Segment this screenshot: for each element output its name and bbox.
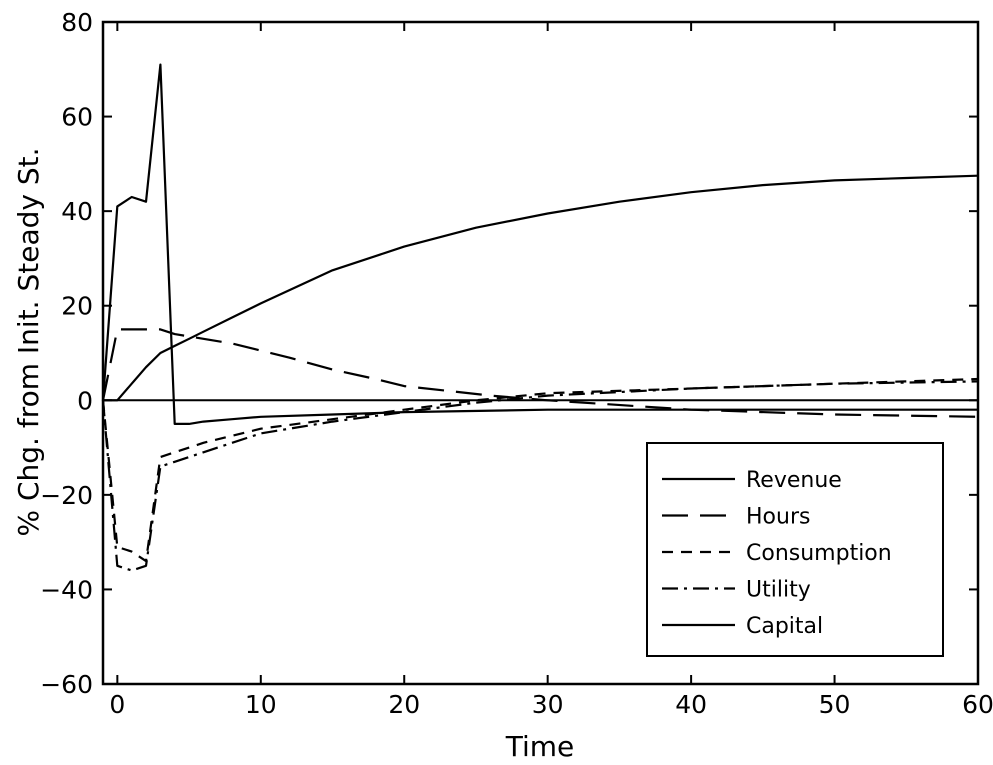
legend-label-hours: Hours [746, 505, 810, 530]
series-line-revenue [101, 63, 978, 425]
x-tick-label: 20 [388, 690, 420, 719]
x-tick-label: 40 [675, 690, 707, 719]
legend-label-capital: Capital [746, 614, 823, 639]
series-layer [101, 63, 979, 572]
y-tick-label: 0 [77, 386, 93, 415]
legend-label-revenue: Revenue [746, 468, 842, 493]
series-line-utility [101, 380, 979, 572]
y-tick-label: 60 [61, 103, 93, 132]
y-tick-label: 80 [61, 8, 93, 37]
legend-items: Revenue Hours Consumption Utility Capital [662, 468, 892, 639]
legend-label-utility: Utility [746, 578, 811, 603]
ticks-layer: 0 10 20 30 40 50 60 −60 −40 −20 0 20 40 60 80 [40, 8, 993, 719]
y-tick-label: −20 [40, 481, 93, 510]
y-tick-label: 40 [61, 197, 93, 226]
x-tick-label: 50 [819, 690, 851, 719]
x-tick-label: 30 [532, 690, 564, 719]
y-tick-label: −60 [40, 670, 93, 699]
legend: Revenue Hours Consumption Utility Capital [646, 442, 944, 657]
axes-layer [101, 20, 980, 686]
x-tick-label: 60 [962, 690, 993, 719]
series-line-consumption [101, 377, 979, 563]
y-axis-label: % Chg. from Init. Steady St. [12, 147, 45, 536]
legend-label-consumption: Consumption [746, 541, 892, 566]
y-tick-label: −40 [40, 575, 93, 604]
plot-frame [101, 20, 980, 686]
series-line-capital [103, 174, 979, 402]
x-tick-label: 10 [245, 690, 277, 719]
series-line-hours [101, 328, 979, 418]
y-tick-label: 20 [61, 292, 93, 321]
x-axis-label: Time [505, 730, 575, 763]
x-tick-label: 0 [109, 690, 125, 719]
y-axis-label-group: % Chg. from Init. Steady St. [12, 147, 45, 536]
